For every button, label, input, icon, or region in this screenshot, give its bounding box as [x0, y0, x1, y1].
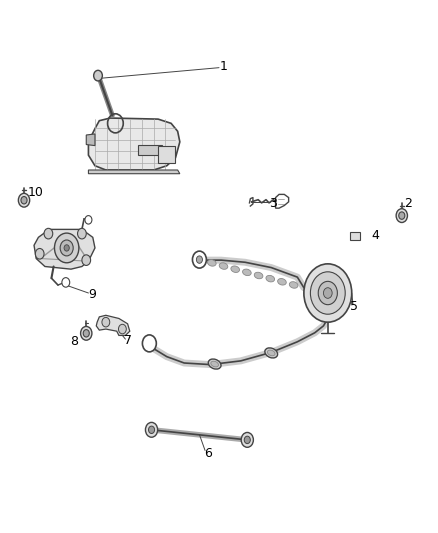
Ellipse shape [219, 263, 228, 269]
Circle shape [304, 264, 352, 322]
Text: 1: 1 [219, 60, 227, 72]
Polygon shape [88, 118, 180, 170]
Ellipse shape [211, 361, 219, 367]
Ellipse shape [254, 272, 263, 279]
Circle shape [78, 228, 86, 239]
Polygon shape [86, 134, 95, 146]
Polygon shape [34, 229, 95, 269]
Text: 3: 3 [269, 197, 277, 211]
Circle shape [118, 324, 126, 334]
Circle shape [311, 272, 345, 314]
Ellipse shape [278, 279, 286, 285]
Text: 9: 9 [88, 288, 96, 301]
Circle shape [148, 426, 155, 433]
Ellipse shape [231, 266, 240, 272]
Polygon shape [138, 144, 162, 155]
Ellipse shape [243, 269, 251, 276]
Circle shape [83, 329, 89, 337]
Circle shape [35, 248, 44, 259]
Circle shape [44, 228, 53, 239]
Circle shape [142, 335, 156, 352]
Circle shape [244, 436, 251, 443]
Ellipse shape [208, 359, 221, 369]
Circle shape [145, 422, 158, 437]
Circle shape [399, 212, 405, 219]
Text: 7: 7 [124, 334, 131, 347]
Circle shape [62, 278, 70, 287]
Circle shape [54, 233, 79, 263]
Circle shape [94, 70, 102, 81]
Text: 5: 5 [350, 300, 358, 313]
Circle shape [323, 288, 332, 298]
Text: 4: 4 [372, 229, 380, 242]
Ellipse shape [208, 260, 216, 266]
Polygon shape [96, 316, 130, 335]
Ellipse shape [266, 276, 275, 282]
Circle shape [64, 245, 69, 251]
Ellipse shape [268, 350, 275, 356]
Circle shape [18, 193, 30, 207]
Circle shape [241, 432, 253, 447]
Circle shape [192, 251, 206, 268]
Circle shape [81, 326, 92, 340]
Circle shape [196, 256, 202, 263]
Text: 6: 6 [204, 447, 212, 459]
FancyBboxPatch shape [350, 232, 360, 240]
Circle shape [396, 209, 407, 222]
Text: 10: 10 [28, 186, 43, 199]
Text: 2: 2 [404, 197, 412, 211]
Polygon shape [158, 146, 176, 163]
Circle shape [318, 281, 337, 305]
Text: 8: 8 [71, 335, 78, 348]
Circle shape [21, 197, 27, 204]
Circle shape [82, 255, 91, 265]
Ellipse shape [265, 348, 278, 358]
Ellipse shape [290, 281, 298, 288]
Circle shape [102, 317, 110, 327]
Circle shape [60, 240, 73, 256]
Polygon shape [88, 170, 180, 174]
Circle shape [85, 216, 92, 224]
